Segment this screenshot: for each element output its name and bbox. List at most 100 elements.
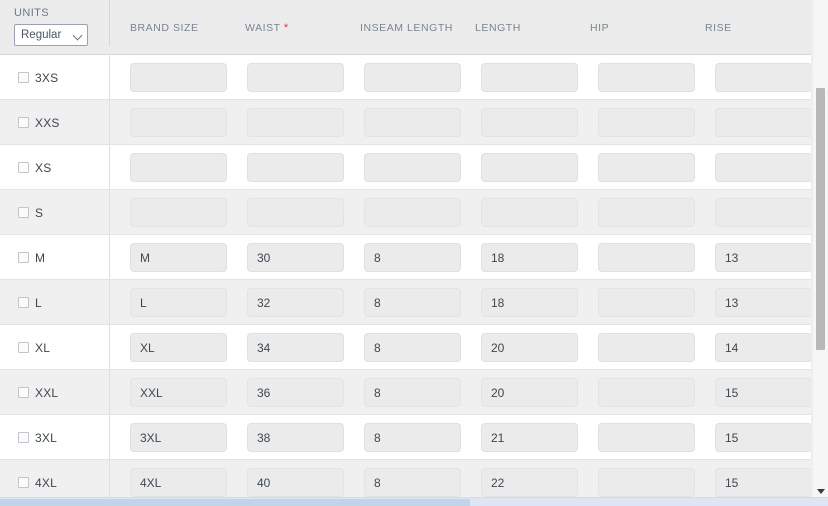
size-row-selector[interactable]: S bbox=[0, 190, 110, 235]
input-waist[interactable]: 36 bbox=[247, 378, 344, 407]
input-hip[interactable] bbox=[598, 468, 695, 497]
size-row-selector[interactable]: 3XS bbox=[0, 55, 110, 100]
size-row-selector[interactable]: 4XL bbox=[0, 460, 110, 497]
input-hip[interactable] bbox=[598, 288, 695, 317]
size-row-selector[interactable]: 3XL bbox=[0, 415, 110, 460]
row-checkbox[interactable] bbox=[18, 387, 29, 398]
input-inseam_length[interactable] bbox=[364, 153, 461, 182]
input-brand_size[interactable] bbox=[130, 63, 227, 92]
input-rise[interactable]: 13 bbox=[715, 243, 812, 272]
input-hip[interactable] bbox=[598, 63, 695, 92]
input-rise[interactable] bbox=[715, 108, 812, 137]
input-hip[interactable] bbox=[598, 108, 695, 137]
input-inseam_length[interactable]: 8 bbox=[364, 243, 461, 272]
input-rise[interactable]: 15 bbox=[715, 468, 812, 497]
column-header-length[interactable]: LENGTH bbox=[455, 0, 570, 34]
cell-waist bbox=[227, 153, 344, 182]
input-brand_size[interactable] bbox=[130, 153, 227, 182]
input-rise[interactable]: 14 bbox=[715, 333, 812, 362]
horizontal-scrollbar-thumb[interactable] bbox=[0, 499, 470, 506]
input-waist[interactable] bbox=[247, 108, 344, 137]
vertical-scrollbar[interactable] bbox=[812, 0, 828, 497]
input-waist[interactable]: 30 bbox=[247, 243, 344, 272]
input-waist[interactable]: 38 bbox=[247, 423, 344, 452]
input-inseam_length[interactable] bbox=[364, 108, 461, 137]
input-waist[interactable]: 40 bbox=[247, 468, 344, 497]
input-brand_size[interactable]: 3XL bbox=[130, 423, 227, 452]
input-inseam_length[interactable]: 8 bbox=[364, 288, 461, 317]
input-length[interactable]: 20 bbox=[481, 333, 578, 362]
input-length[interactable] bbox=[481, 198, 578, 227]
row-checkbox[interactable] bbox=[18, 252, 29, 263]
cell-rise: 15 bbox=[695, 468, 812, 497]
input-rise[interactable]: 13 bbox=[715, 288, 812, 317]
input-waist[interactable] bbox=[247, 153, 344, 182]
input-inseam_length[interactable] bbox=[364, 63, 461, 92]
input-inseam_length[interactable]: 8 bbox=[364, 378, 461, 407]
size-row-selector[interactable]: L bbox=[0, 280, 110, 325]
input-length[interactable] bbox=[481, 153, 578, 182]
input-rise[interactable] bbox=[715, 198, 812, 227]
size-label-cell: XL bbox=[0, 325, 110, 370]
column-header-brand_size[interactable]: BRAND SIZE bbox=[110, 0, 225, 34]
input-brand_size[interactable]: XXL bbox=[130, 378, 227, 407]
input-length[interactable] bbox=[481, 63, 578, 92]
input-hip[interactable] bbox=[598, 423, 695, 452]
input-inseam_length[interactable]: 8 bbox=[364, 468, 461, 497]
input-brand_size[interactable]: M bbox=[130, 243, 227, 272]
size-row-selector[interactable]: XL bbox=[0, 325, 110, 370]
input-hip[interactable] bbox=[598, 153, 695, 182]
table-row: XL XL 34 8 20 14 bbox=[0, 325, 812, 370]
input-brand_size[interactable] bbox=[130, 108, 227, 137]
size-row-selector[interactable]: XXL bbox=[0, 370, 110, 415]
input-brand_size[interactable]: 4XL bbox=[130, 468, 227, 497]
size-row-selector[interactable]: M bbox=[0, 235, 110, 280]
size-row-selector[interactable]: XS bbox=[0, 145, 110, 190]
input-length[interactable]: 21 bbox=[481, 423, 578, 452]
input-length[interactable]: 18 bbox=[481, 288, 578, 317]
row-checkbox[interactable] bbox=[18, 477, 29, 488]
input-waist[interactable] bbox=[247, 63, 344, 92]
input-hip[interactable] bbox=[598, 333, 695, 362]
input-waist[interactable] bbox=[247, 198, 344, 227]
row-checkbox[interactable] bbox=[18, 432, 29, 443]
row-checkbox[interactable] bbox=[18, 117, 29, 128]
horizontal-scrollbar[interactable] bbox=[0, 497, 828, 506]
input-length[interactable]: 20 bbox=[481, 378, 578, 407]
row-checkbox[interactable] bbox=[18, 162, 29, 173]
input-rise[interactable]: 15 bbox=[715, 423, 812, 452]
size-row-selector[interactable]: XXS bbox=[0, 100, 110, 145]
column-header-waist[interactable]: WAIST * bbox=[225, 0, 340, 34]
input-hip[interactable] bbox=[598, 378, 695, 407]
input-inseam_length[interactable] bbox=[364, 198, 461, 227]
column-header-inseam_length[interactable]: INSEAM LENGTH bbox=[340, 0, 455, 34]
cell-hip bbox=[578, 153, 695, 182]
caret-down-icon[interactable] bbox=[817, 489, 825, 494]
input-rise[interactable] bbox=[715, 153, 812, 182]
input-rise[interactable] bbox=[715, 63, 812, 92]
input-waist[interactable]: 32 bbox=[247, 288, 344, 317]
cell-waist: 36 bbox=[227, 378, 344, 407]
vertical-scrollbar-thumb[interactable] bbox=[816, 88, 825, 350]
cell-length bbox=[461, 198, 578, 227]
row-checkbox[interactable] bbox=[18, 72, 29, 83]
input-length[interactable]: 22 bbox=[481, 468, 578, 497]
input-length[interactable] bbox=[481, 108, 578, 137]
input-brand_size[interactable]: XL bbox=[130, 333, 227, 362]
input-brand_size[interactable]: L bbox=[130, 288, 227, 317]
input-inseam_length[interactable]: 8 bbox=[364, 423, 461, 452]
input-hip[interactable] bbox=[598, 243, 695, 272]
input-brand_size[interactable] bbox=[130, 198, 227, 227]
input-length[interactable]: 18 bbox=[481, 243, 578, 272]
input-inseam_length[interactable]: 8 bbox=[364, 333, 461, 362]
input-waist[interactable]: 34 bbox=[247, 333, 344, 362]
column-header-hip[interactable]: HIP bbox=[570, 0, 685, 34]
input-hip[interactable] bbox=[598, 198, 695, 227]
column-header-rise[interactable]: RISE bbox=[685, 0, 800, 34]
row-checkbox[interactable] bbox=[18, 342, 29, 353]
row-checkbox[interactable] bbox=[18, 297, 29, 308]
column-header-label: WAIST * bbox=[245, 22, 289, 34]
units-select[interactable]: Regular bbox=[14, 24, 88, 46]
row-checkbox[interactable] bbox=[18, 207, 29, 218]
input-rise[interactable]: 15 bbox=[715, 378, 812, 407]
